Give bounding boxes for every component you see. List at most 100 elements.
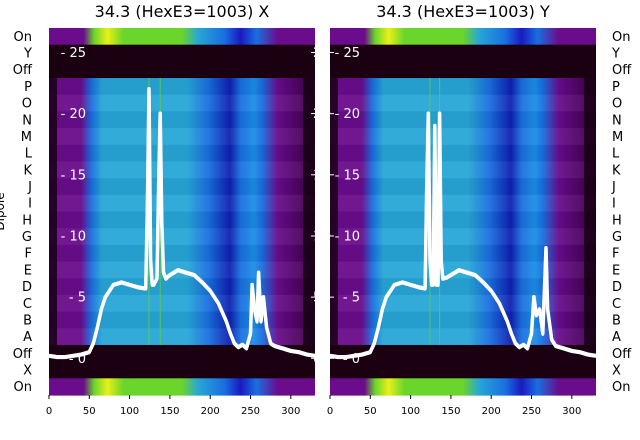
row-label: E [24, 263, 32, 278]
heatmap-row [49, 361, 315, 379]
row-label: On [14, 380, 32, 395]
heatmap-row [49, 344, 315, 363]
y-axis-label: Dipole [0, 192, 7, 230]
x-tick-label: 300 [281, 406, 300, 417]
heatmap-row [330, 211, 596, 229]
heatmap-row [49, 94, 315, 113]
heatmap-row-shade [330, 228, 596, 246]
heatmap-row [330, 78, 596, 96]
heatmap-row-shade [330, 194, 596, 213]
overlay-tick-label-edge: 0 [323, 352, 331, 367]
heatmap-row [49, 378, 315, 396]
heatmap-row-shade [330, 328, 596, 346]
heatmap-row-shade [49, 244, 315, 263]
heatmap-row [330, 344, 596, 363]
overlay-tick-label-edge: 5 [323, 291, 331, 306]
row-label: Off [13, 63, 33, 78]
heatmap-row-shade [49, 311, 315, 329]
row-label: N [612, 113, 622, 128]
overlay-tick-label: - 10 [61, 229, 86, 244]
overlay-tick-label-edge: 15 [313, 168, 330, 183]
heatmap-row [49, 228, 315, 246]
row-label: M [21, 130, 32, 145]
overlay-tick-label-edge: 5 [313, 291, 321, 306]
row-label: B [612, 313, 621, 328]
heatmap-row-shade [49, 161, 315, 179]
overlay-tick-label: - 15 [61, 168, 86, 183]
heatmap-row-shade [330, 244, 596, 263]
heatmap-row [330, 178, 596, 196]
heatmap-row [330, 378, 596, 396]
overlay-tick-label: - 20 [335, 107, 360, 122]
heatmap-row [49, 128, 315, 146]
heatmap-row [49, 311, 315, 329]
heatmap-row [330, 244, 596, 263]
x-tick-label: 200 [482, 406, 501, 417]
heatmap-row-shade [49, 294, 315, 313]
row-label: K [23, 163, 32, 178]
row-label: F [25, 247, 32, 262]
row-label: Off [612, 347, 632, 362]
overlay-tick-label-edge: 0 [313, 352, 321, 367]
overlay-tick-label: - 20 [61, 107, 86, 122]
row-label: A [612, 330, 621, 345]
edge-band [330, 78, 338, 345]
trace-line [48, 88, 316, 360]
overlay-tick-label-edge: 10 [313, 229, 330, 244]
row-label: Y [23, 47, 32, 62]
heatmap-row [330, 294, 596, 313]
overlay-tick-label: - 5 [69, 291, 86, 306]
heatmap-row [49, 244, 315, 263]
row-label: I [28, 197, 32, 212]
heatmap-row-shade [49, 228, 315, 246]
overlay-tick-label: - 25 [335, 46, 360, 61]
heatmap-row-shade [49, 178, 315, 196]
row-label: L [612, 147, 620, 162]
row-label: M [612, 130, 623, 145]
heatmap-row-shade [330, 144, 596, 163]
heatmap-row [49, 44, 315, 62]
heatmap-row-shade [330, 94, 596, 113]
edge-band [303, 78, 315, 345]
heatmap-row [330, 61, 596, 79]
heatmap-row [330, 94, 596, 113]
x-tick-label: 200 [201, 406, 220, 417]
overlay-tick-label-edge: 10 [314, 229, 331, 244]
row-label: L [25, 147, 33, 162]
heatmap-row [330, 361, 596, 379]
row-label: H [612, 213, 622, 228]
heatmap-row [330, 111, 596, 129]
x-tick-label: 50 [364, 406, 377, 417]
heatmap-row [49, 61, 315, 79]
overlay-tick-label: - 5 [343, 291, 360, 306]
edge-band [49, 78, 57, 345]
heatmap-row [330, 144, 596, 163]
overlay-tick-label-edge: 20 [313, 107, 330, 122]
row-label: C [23, 297, 32, 312]
heatmap-row-shade [330, 111, 596, 129]
row-label: On [612, 30, 630, 45]
heatmap-row-shade [330, 128, 596, 146]
x-tick-label: 0 [46, 406, 52, 417]
row-label: G [22, 230, 32, 245]
chart-title: 34.3 (HexE3=1003) X [95, 2, 270, 21]
heatmap-row-shade [330, 294, 596, 313]
row-label: X [23, 363, 32, 378]
row-label: O [612, 97, 622, 112]
row-label: O [22, 97, 32, 112]
heatmap-row-shade [330, 278, 596, 296]
heatmap-row-shade [49, 194, 315, 213]
heatmap-row [330, 128, 596, 146]
heatmap-row [330, 228, 596, 246]
x-tick-label: 250 [522, 406, 541, 417]
heatmap-row [330, 194, 596, 213]
heatmap-row-shade [49, 328, 315, 346]
overlay-tick-label-edge: 15 [314, 168, 331, 183]
row-label: P [612, 80, 620, 95]
row-label: X [612, 363, 621, 378]
heatmap-row-shade [49, 144, 315, 163]
heatmap-row [330, 311, 596, 329]
row-label: Y [611, 47, 620, 62]
heatmap-row [49, 294, 315, 313]
